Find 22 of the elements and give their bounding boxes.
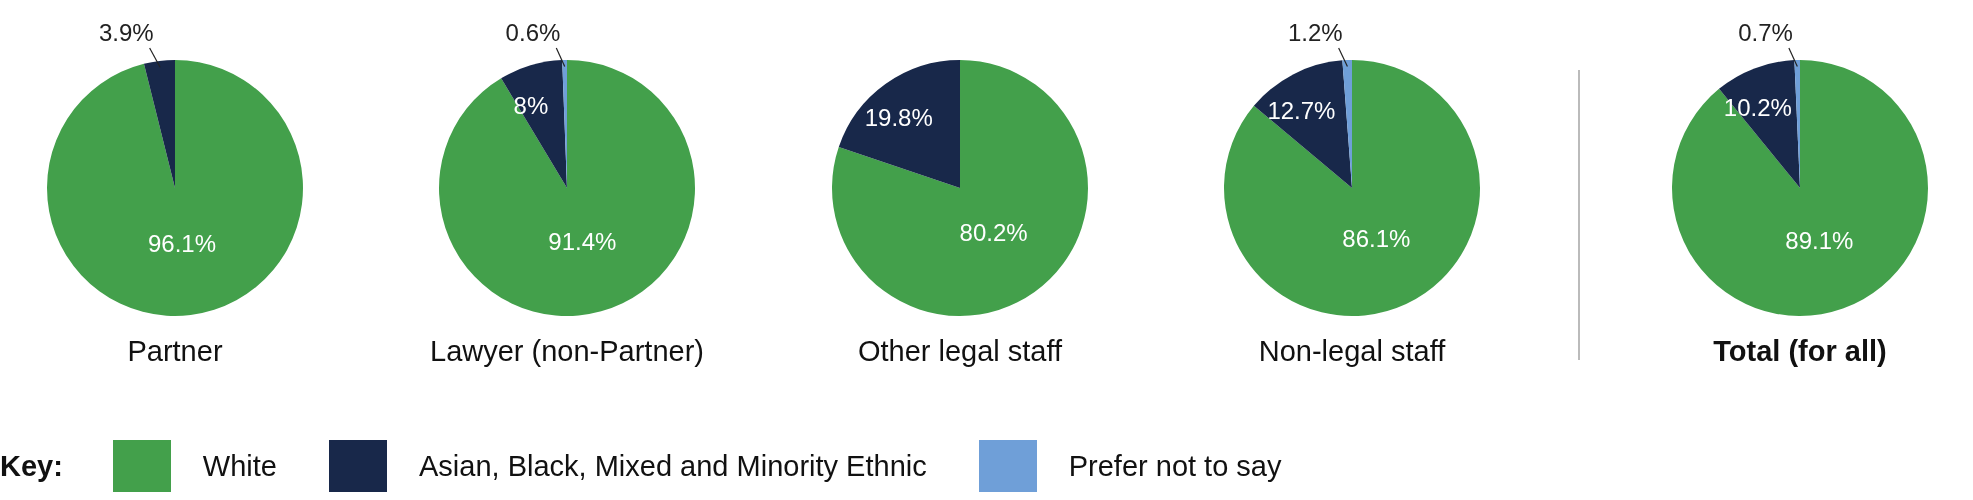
data-label: 19.8% bbox=[864, 103, 933, 131]
text: Total (for all) bbox=[1712, 335, 1888, 368]
data-label: 1.2% bbox=[1287, 18, 1343, 46]
data-label: 10.2% bbox=[1723, 93, 1792, 121]
text: Partner bbox=[126, 335, 224, 368]
data-label: 12.7% bbox=[1267, 97, 1336, 125]
legend-title: Key: bbox=[0, 449, 63, 483]
data-label: 91.4% bbox=[548, 228, 617, 256]
data-label: 3.9% bbox=[98, 18, 154, 46]
data-label: 0.7% bbox=[1738, 18, 1793, 46]
data-label: 8% bbox=[513, 91, 549, 119]
data-label: 86.1% bbox=[1342, 224, 1411, 252]
legend-label: White bbox=[202, 449, 277, 483]
text: Non-legal staff bbox=[1257, 335, 1447, 368]
data-label: 0.6% bbox=[505, 18, 561, 46]
data-label: 89.1% bbox=[1785, 226, 1854, 254]
data-label: 96.1% bbox=[148, 229, 217, 257]
data-label: 80.2% bbox=[959, 219, 1028, 247]
legend-label: Prefer not to say bbox=[1068, 449, 1282, 483]
text: Lawyer (non-Partner) bbox=[429, 335, 705, 368]
legend-label: Asian, Black, Mixed and Minority Ethnic bbox=[419, 449, 927, 483]
text: Other legal staff bbox=[856, 335, 1064, 368]
